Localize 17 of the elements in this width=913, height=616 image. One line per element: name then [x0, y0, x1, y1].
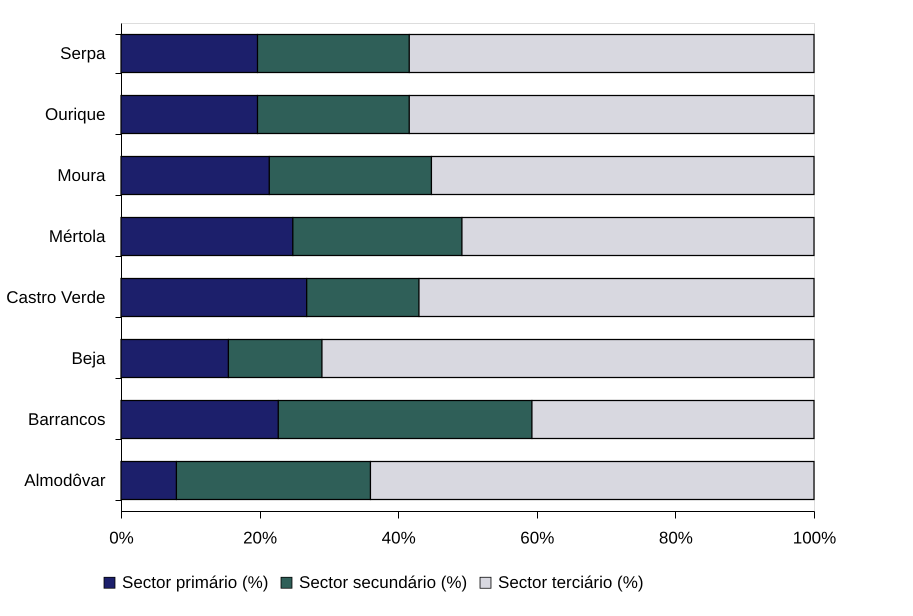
y-tick-label: Beja: [71, 349, 106, 368]
y-tick-label: Barrancos: [28, 410, 106, 429]
legend-label: Sector primário (%): [122, 572, 268, 592]
x-tick-label: 20%: [243, 528, 278, 548]
x-tick-label: 80%: [658, 528, 693, 548]
x-tick-label: 100%: [792, 528, 836, 548]
x-tick-label: 0%: [109, 528, 134, 548]
y-tick-label: Castro Verde: [6, 288, 106, 307]
y-tick-label: Ourique: [45, 105, 106, 124]
y-tick-label: Almodôvar: [24, 471, 106, 490]
legend-label: Sector terciário (%): [498, 572, 644, 592]
x-tick-label: 40%: [382, 528, 416, 548]
y-tick-label: Moura: [57, 166, 106, 185]
y-tick-label: Serpa: [60, 44, 106, 63]
x-tick-label: 60%: [520, 528, 554, 548]
legend-label: Sector secundário (%): [299, 572, 468, 592]
y-tick-label: Mértola: [48, 227, 106, 246]
